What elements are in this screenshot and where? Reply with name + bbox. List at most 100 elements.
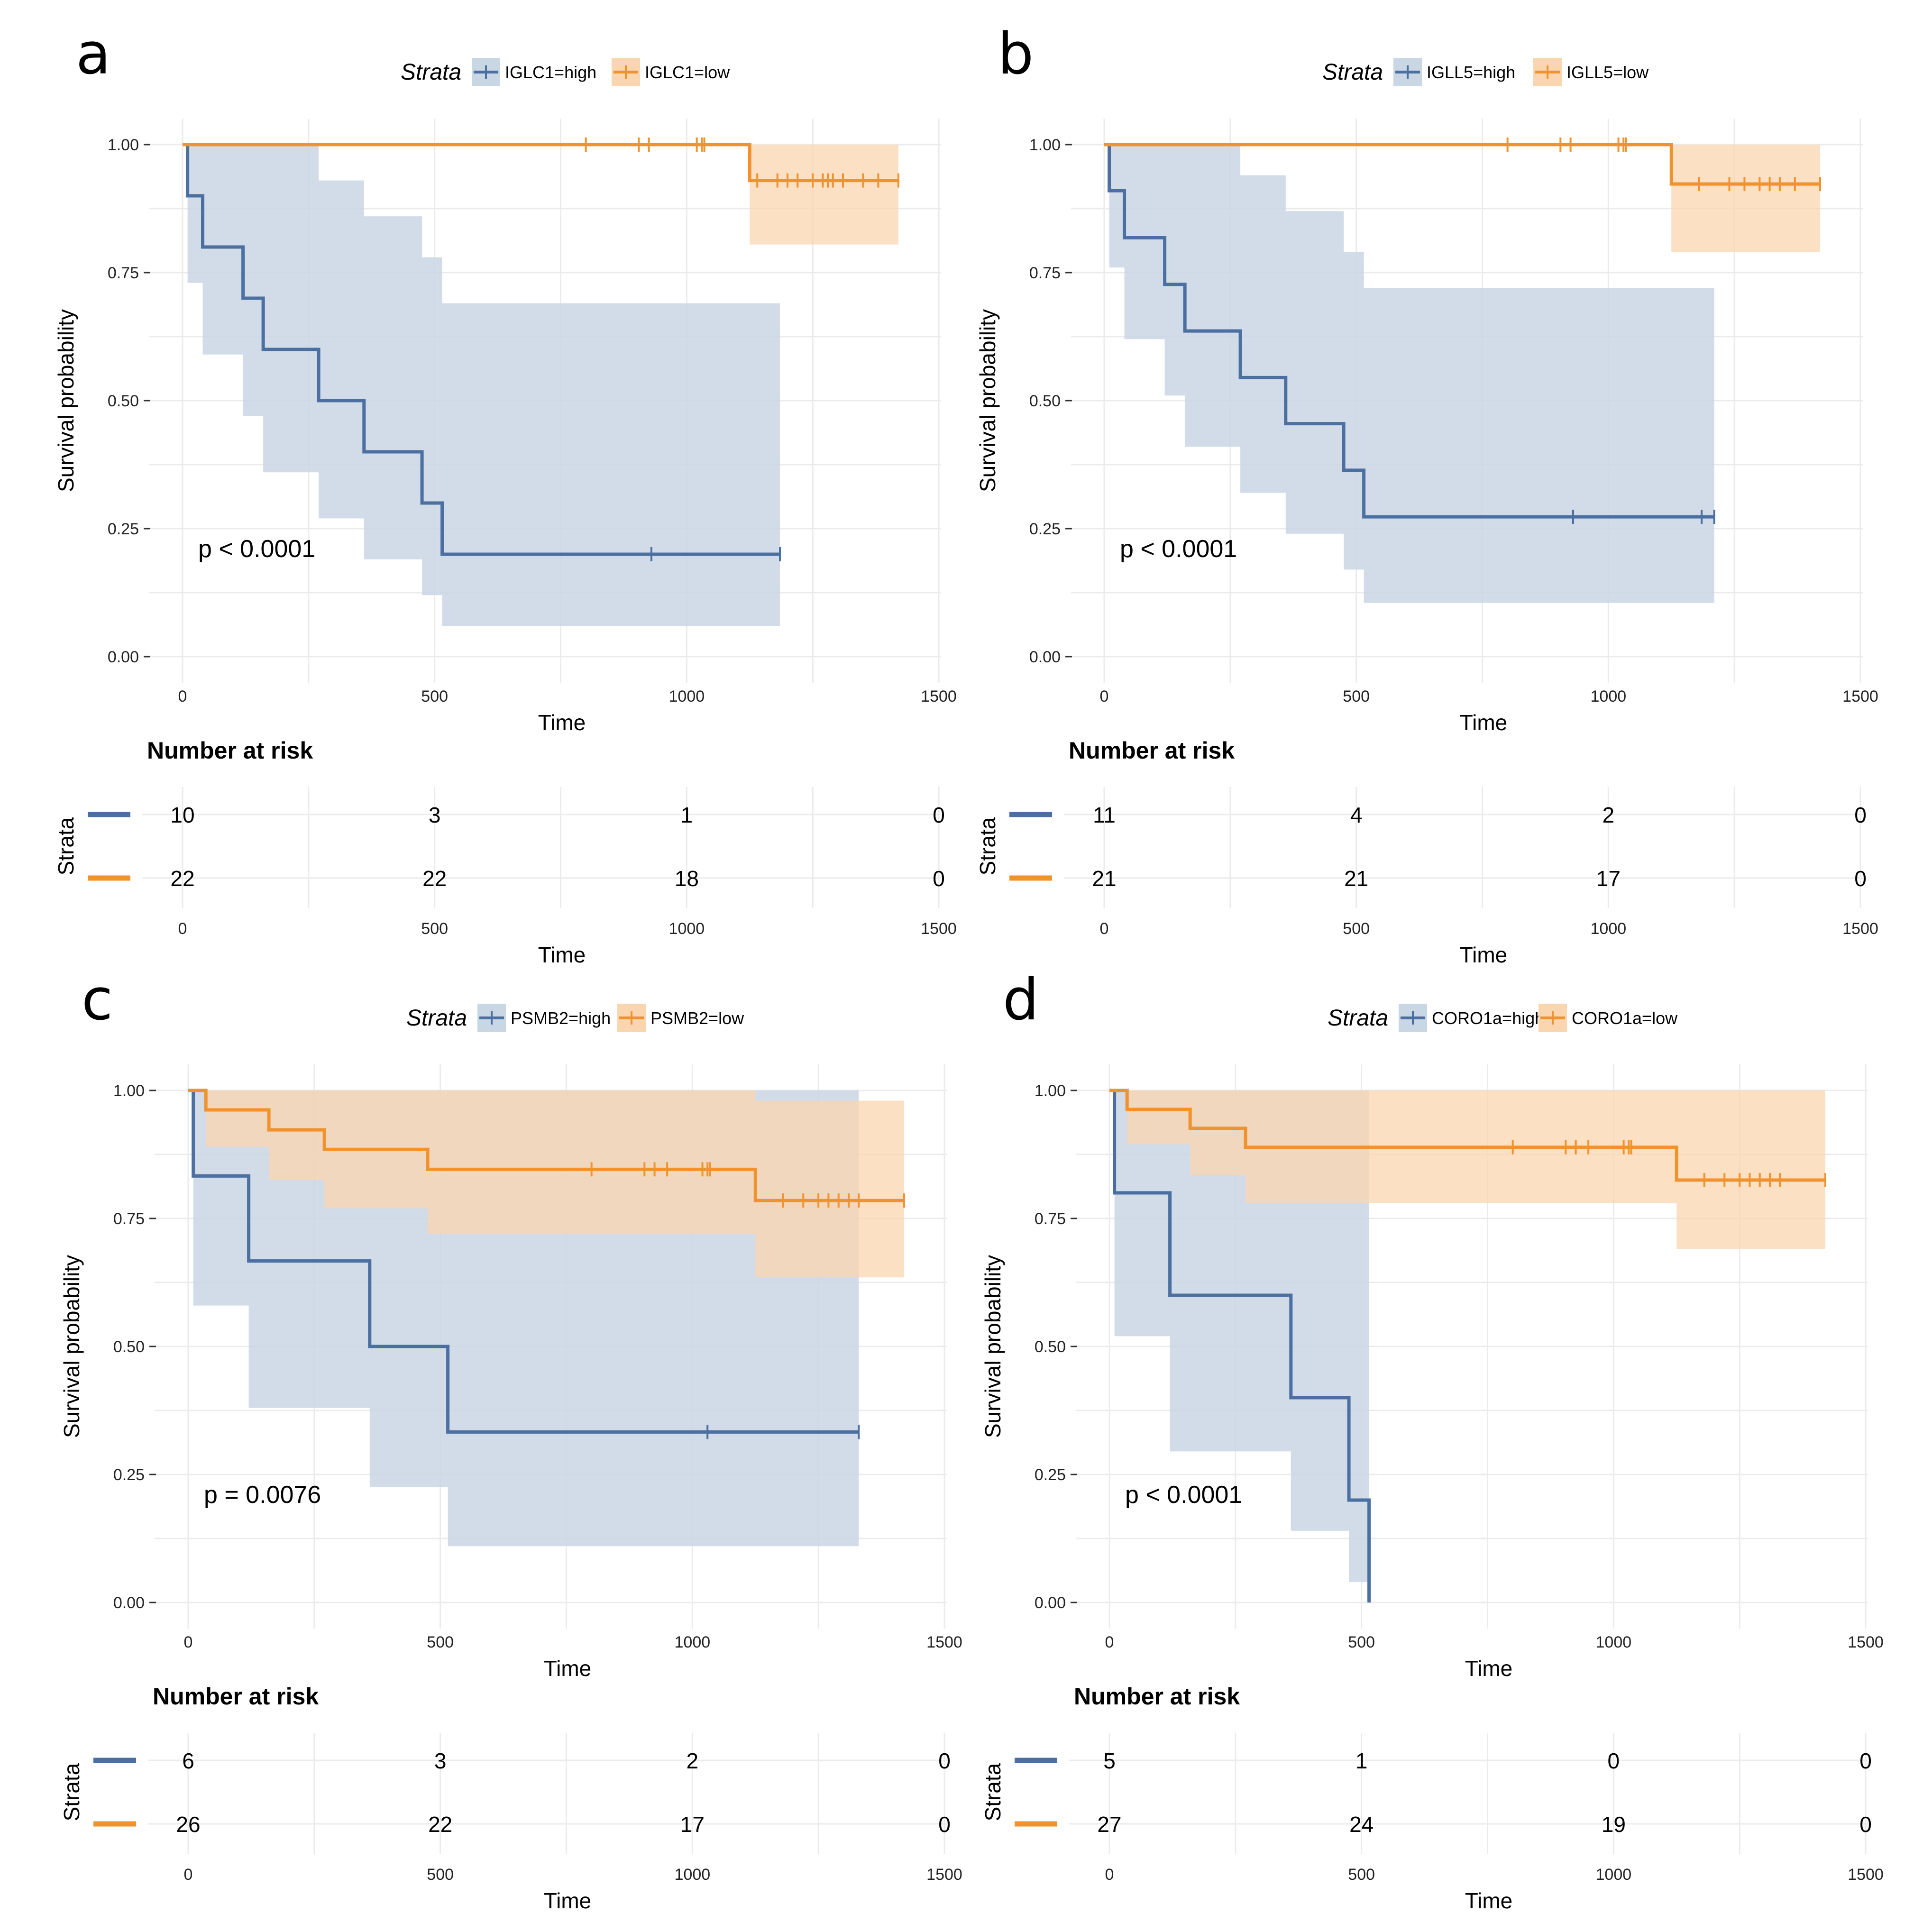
x-tick-label: 0 — [1100, 687, 1109, 705]
y-tick-label: 0.25 — [1029, 520, 1061, 538]
legend-title: Strata — [406, 1006, 467, 1031]
risk-x-tick-label: 0 — [184, 1866, 193, 1884]
risk-x-tick-label: 1000 — [669, 920, 705, 938]
risk-table: Number at risk Strata 11 4 2 0 21 21 17 0 0 500 1000… — [975, 737, 1878, 967]
ci-band-low — [1109, 1090, 1825, 1249]
panel-letter: c — [82, 967, 113, 1033]
risk-value-high: 0 — [938, 1749, 951, 1773]
ci-band-high — [183, 145, 780, 626]
legend-label-low: IGLC1=low — [645, 63, 730, 82]
risk-value-high: 11 — [1093, 803, 1116, 827]
risk-value-low: 22 — [422, 866, 447, 891]
x-axis-title: Time — [1460, 710, 1508, 735]
risk-x-tick-label: 0 — [1100, 920, 1109, 938]
legend-label-high: CORO1a=high — [1432, 1008, 1544, 1028]
p-value: p < 0.0001 — [1125, 1481, 1242, 1509]
risk-y-axis-title: Strata — [980, 1763, 1005, 1821]
risk-value-low: 21 — [1092, 866, 1116, 891]
risk-value-high: 0 — [933, 803, 945, 827]
risk-value-low: 0 — [1854, 866, 1867, 891]
x-tick-label: 1000 — [675, 1633, 711, 1651]
risk-x-axis-title: Time — [544, 1888, 592, 1913]
survival-curve-high — [1109, 1089, 1371, 1602]
risk-value-high: 0 — [1608, 1749, 1620, 1773]
risk-value-low: 17 — [1596, 866, 1621, 891]
p-value: p < 0.0001 — [198, 535, 315, 563]
legend: Strata IGLC1=high IGLC1=low — [401, 58, 730, 86]
risk-value-low: 21 — [1344, 866, 1368, 891]
risk-x-axis-title: Time — [1460, 943, 1508, 967]
panel-c: c Strata PSMB2=high PSMB2=low 0.00 0.25 0.50 0.… — [59, 967, 962, 1913]
y-tick-label: 0.25 — [113, 1466, 145, 1484]
ci-band-high — [1104, 145, 1714, 603]
y-tick-label: 0.75 — [113, 1210, 145, 1228]
risk-x-tick-label: 1000 — [675, 1866, 711, 1884]
risk-y-axis-title: Strata — [54, 817, 78, 875]
y-tick-label: 0.00 — [108, 648, 139, 666]
risk-value-low: 19 — [1602, 1812, 1626, 1837]
risk-x-tick-label: 1500 — [926, 1866, 962, 1884]
risk-value-low: 22 — [170, 866, 194, 891]
risk-x-tick-label: 1500 — [1848, 1866, 1884, 1884]
y-axis-title: Survival probability — [975, 309, 1000, 492]
y-tick-label: 1.00 — [1035, 1082, 1066, 1100]
x-axis-title: Time — [538, 710, 586, 735]
legend-title: Strata — [1322, 60, 1383, 85]
legend-label-low: CORO1a=low — [1572, 1008, 1678, 1028]
x-tick-label: 500 — [427, 1633, 454, 1651]
panel-d: d Strata CORO1a=high CORO1a=low 0.00 0.25 0.50… — [980, 967, 1884, 1913]
ci-band-low — [1104, 145, 1820, 252]
y-tick-label: 1.00 — [1029, 136, 1061, 154]
risk-value-low: 17 — [680, 1812, 705, 1837]
risk-value-low: 0 — [938, 1812, 951, 1837]
survival-curve-high — [183, 143, 780, 556]
y-tick-label: 0.50 — [1035, 1338, 1066, 1356]
panel-a: a Strata IGLC1=high IGLC1=low 0.00 0.25 0.50 0.… — [54, 21, 957, 967]
risk-value-high: 5 — [1103, 1749, 1116, 1773]
risk-table-title: Number at risk — [1069, 737, 1235, 764]
x-tick-label: 0 — [184, 1633, 193, 1651]
risk-table: Number at risk Strata 5 1 0 0 27 24 19 0 0 500 1000 1… — [980, 1683, 1884, 1913]
x-tick-label: 1500 — [1848, 1633, 1884, 1651]
risk-x-tick-label: 500 — [427, 1866, 454, 1884]
y-tick-label: 0.25 — [1035, 1466, 1066, 1484]
risk-value-low: 0 — [933, 866, 945, 891]
x-tick-label: 1000 — [1591, 687, 1627, 705]
risk-x-tick-label: 1500 — [921, 920, 957, 938]
risk-y-axis-title: Strata — [59, 1763, 84, 1821]
x-tick-label: 1500 — [1842, 687, 1878, 705]
y-tick-label: 0.50 — [1029, 392, 1061, 410]
risk-value-low: 26 — [176, 1812, 200, 1837]
x-tick-label: 0 — [178, 687, 187, 705]
y-tick-label: 0.75 — [1029, 264, 1061, 282]
survival-curve-high — [1104, 143, 1714, 519]
risk-value-high: 4 — [1350, 803, 1363, 827]
x-tick-label: 0 — [1105, 1633, 1114, 1651]
p-value: p < 0.0001 — [1120, 535, 1237, 563]
ci-band-high — [1109, 1090, 1369, 1582]
y-tick-label: 0.50 — [108, 392, 139, 410]
x-tick-label: 500 — [421, 687, 448, 705]
panel-letter: d — [1003, 967, 1039, 1033]
x-tick-label: 500 — [1348, 1633, 1375, 1651]
survival-curve-low — [188, 1089, 904, 1202]
x-tick-label: 1500 — [921, 687, 957, 705]
y-tick-label: 0.75 — [108, 264, 139, 282]
ci-band-low — [188, 1090, 904, 1278]
survival-curve-low — [183, 143, 898, 183]
risk-value-high: 3 — [429, 803, 441, 827]
risk-y-axis-title: Strata — [975, 817, 1000, 875]
risk-x-tick-label: 500 — [1348, 1866, 1375, 1884]
risk-value-high: 6 — [182, 1749, 194, 1773]
risk-value-low: 18 — [675, 866, 699, 891]
risk-value-low: 22 — [428, 1812, 452, 1837]
legend-title: Strata — [1328, 1006, 1388, 1031]
risk-x-tick-label: 1500 — [1842, 920, 1878, 938]
legend-title: Strata — [401, 60, 461, 85]
risk-value-high: 0 — [1854, 803, 1867, 827]
risk-value-high: 0 — [1859, 1749, 1872, 1773]
risk-x-tick-label: 500 — [421, 920, 448, 938]
y-tick-label: 0.00 — [113, 1594, 145, 1612]
panel-letter: a — [76, 21, 111, 87]
legend: Strata PSMB2=high PSMB2=low — [406, 1004, 744, 1032]
